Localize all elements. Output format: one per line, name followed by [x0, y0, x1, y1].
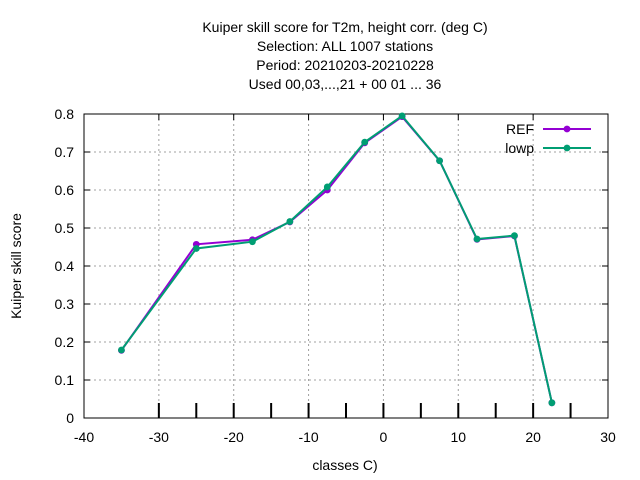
y-tick-label: 0 — [66, 410, 74, 426]
plot-frame — [83, 113, 609, 419]
data-point-lowp — [436, 157, 443, 165]
data-point-lowp — [118, 346, 125, 354]
data-point-lowp — [249, 238, 256, 246]
y-axis-label: Kuiper skill score — [8, 213, 24, 319]
series-line-ref — [120, 115, 553, 404]
data-point-lowp — [511, 232, 518, 240]
series — [118, 112, 556, 407]
data-point-lowp — [473, 235, 481, 243]
x-tick-label: 30 — [600, 429, 616, 445]
x-tick-label: 0 — [380, 429, 388, 445]
y-tick-label: 0.3 — [55, 296, 75, 312]
class-boundary-ticks — [157, 403, 572, 418]
legend-marker-ref — [563, 125, 571, 133]
x-tick-label: -10 — [298, 429, 318, 445]
title-line-2: Selection: ALL 1007 stations — [257, 38, 433, 54]
y-tick-label: 0.6 — [55, 182, 75, 198]
legend-label-lowp: lowp — [505, 140, 534, 156]
data-point-lowp — [286, 218, 294, 225]
title-line-3: Period: 20210203-20210228 — [256, 57, 434, 73]
x-tick-label: -20 — [224, 429, 244, 445]
y-tick-label: 0.4 — [55, 258, 75, 274]
x-axis-ticks: -40 -30 -20 -10 0 10 20 30 — [74, 114, 616, 445]
data-point-lowp — [192, 245, 200, 252]
y-tick-label: 0.8 — [55, 106, 75, 122]
y-tick-label: 0.5 — [55, 220, 75, 236]
data-point-lowp — [398, 112, 406, 120]
y-tick-label: 0.7 — [55, 144, 75, 160]
x-tick-label: 10 — [450, 429, 466, 445]
title-line-4: Used 00,03,...,21 + 00 01 ... 36 — [249, 76, 442, 92]
legend-label-ref: REF — [506, 121, 534, 137]
y-tick-label: 0.2 — [55, 334, 75, 350]
data-point-lowp — [323, 183, 331, 191]
title-line-1: Kuiper skill score for T2m, height corr.… — [202, 19, 487, 35]
data-point-lowp — [548, 399, 556, 407]
x-axis-label: classes C) — [312, 457, 377, 473]
data-point-lowp — [361, 138, 369, 146]
x-tick-label: 20 — [525, 429, 541, 445]
legend: REF lowp — [505, 121, 591, 156]
legend-marker-lowp — [563, 144, 571, 152]
x-tick-label: -30 — [149, 429, 169, 445]
y-axis-ticks: 0 0.1 0.2 0.3 0.4 0.5 0.6 0.7 0.8 — [55, 106, 608, 426]
x-tick-label: -40 — [74, 429, 94, 445]
grid — [84, 114, 608, 418]
y-tick-label: 0.1 — [55, 372, 75, 388]
chart-title: Kuiper skill score for T2m, height corr.… — [202, 19, 487, 92]
